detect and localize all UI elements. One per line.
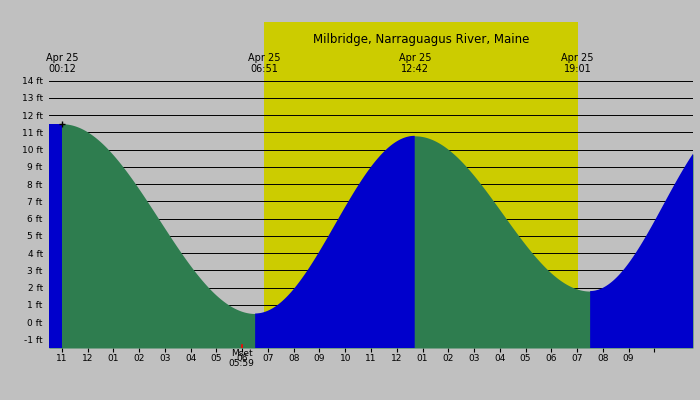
Bar [49,22,264,72]
Text: Milbridge, Narraguagus River, Maine: Milbridge, Narraguagus River, Maine [313,33,529,46]
Text: Apr 25
12:42: Apr 25 12:42 [398,53,431,74]
Bar [264,22,578,72]
Text: Mset
05:59: Mset 05:59 [229,349,255,368]
Bar [578,22,693,72]
Text: Apr 25
06:51: Apr 25 06:51 [248,53,280,74]
Text: Apr 25
19:01: Apr 25 19:01 [561,53,594,74]
Text: Apr 25
00:12: Apr 25 00:12 [46,53,78,74]
